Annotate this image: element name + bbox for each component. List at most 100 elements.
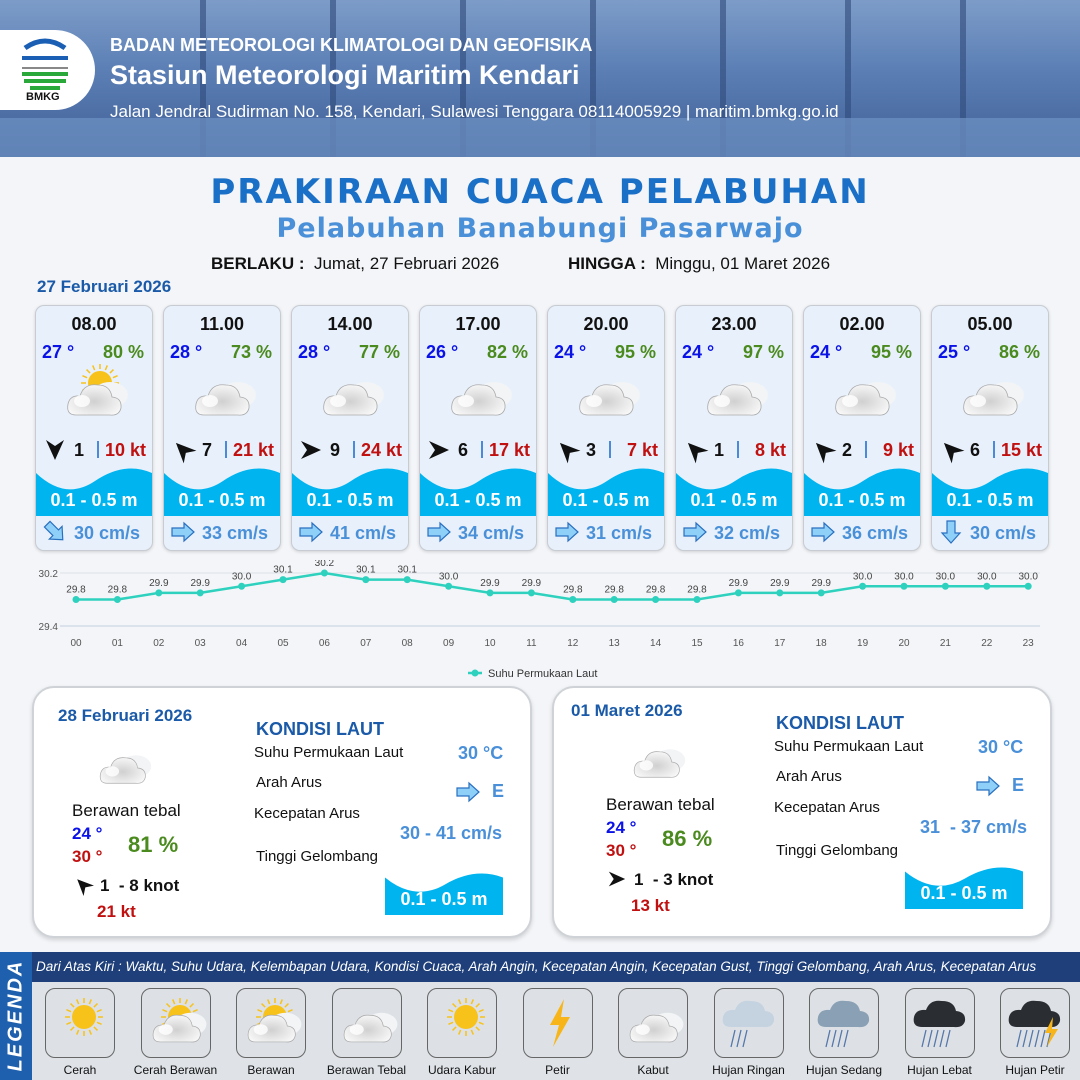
udara-kabur-icon bbox=[430, 997, 496, 1049]
berawan-tebal-icon bbox=[630, 740, 688, 784]
wave-height: 0.1 - 0.5 m bbox=[306, 490, 394, 510]
wind-speed: 3 bbox=[586, 440, 597, 460]
air-temperature: 28 ° bbox=[298, 342, 331, 362]
data-label: 29.9 bbox=[811, 578, 831, 589]
divider bbox=[865, 441, 867, 458]
data-label: 30.0 bbox=[853, 571, 873, 582]
wind-direction-icon bbox=[608, 870, 626, 893]
data-point bbox=[983, 582, 991, 590]
wind-direction-icon bbox=[940, 439, 965, 464]
page-title: PRAKIRAAN CUACA PELABUHAN bbox=[210, 172, 870, 212]
x-tick-label: 01 bbox=[112, 638, 124, 649]
wind-speed: 1 bbox=[74, 440, 85, 460]
data-point bbox=[445, 582, 453, 590]
wind-direction-icon bbox=[74, 876, 94, 899]
daily-panel: 28 Februari 2026 Berawan tebal 24 ° 30 °… bbox=[32, 686, 532, 938]
legend-item bbox=[713, 988, 784, 1058]
valid-from-date: Jumat, 27 Februari 2026 bbox=[313, 254, 500, 273]
data-label: 29.9 bbox=[149, 578, 169, 589]
kabut-icon bbox=[621, 997, 687, 1049]
legend-label: Hujan Petir bbox=[1005, 1063, 1065, 1077]
series-line bbox=[76, 571, 1029, 601]
gust-speed: 13 kt bbox=[631, 896, 670, 915]
air-temperature: 26 ° bbox=[426, 342, 459, 362]
data-point bbox=[693, 596, 701, 603]
divider bbox=[353, 441, 355, 458]
data-label: 30.0 bbox=[232, 571, 252, 582]
wind-direction-icon bbox=[172, 439, 197, 464]
wind-row: 7 21 kt bbox=[168, 439, 276, 464]
data-point bbox=[652, 596, 660, 603]
wind-direction-icon bbox=[428, 439, 450, 461]
port-name: Pelabuhan Banabungi Pasarwajo bbox=[276, 213, 804, 244]
forecast-card: 17.00 26 ° 82 % 6 17 kt 0.1 - 0.5 m 34 c… bbox=[419, 305, 537, 551]
wind-direction-icon bbox=[556, 439, 581, 464]
berawan-tebal-icon bbox=[96, 746, 154, 790]
current-speed-label: Kecepatan Arus bbox=[774, 799, 880, 816]
berawan-tebal-icon bbox=[960, 371, 1026, 423]
x-tick-label: 05 bbox=[277, 638, 289, 649]
current-speed: 30 cm/s bbox=[970, 523, 1037, 543]
berawan-tebal-icon bbox=[448, 371, 514, 423]
data-point bbox=[776, 589, 784, 597]
legend-item bbox=[140, 988, 211, 1058]
sea-condition-title: KONDISI LAUT bbox=[776, 713, 904, 733]
wave-icon bbox=[164, 461, 280, 516]
hujan-sedang-icon bbox=[812, 997, 878, 1049]
sst-value: 30 °C bbox=[978, 737, 1024, 757]
temp-min: 24 ° bbox=[72, 824, 103, 843]
wave-height: 0.1 - 0.5 m bbox=[690, 490, 778, 510]
current-speed: 31 cm/s bbox=[586, 523, 653, 543]
humidity: 95 % bbox=[870, 342, 912, 362]
data-label: 30.0 bbox=[977, 571, 997, 582]
legend-description: Dari Atas Kiri : Waktu, Suhu Udara, Kele… bbox=[32, 952, 1080, 982]
wave-height: 0.1 - 0.5 m bbox=[920, 883, 1008, 903]
x-tick-label: 14 bbox=[650, 638, 662, 649]
legend-label: Cerah Berawan bbox=[133, 1063, 218, 1077]
x-tick-label: 19 bbox=[857, 638, 869, 649]
divider bbox=[481, 441, 483, 458]
current-direction-icon bbox=[298, 521, 324, 543]
data-label: 29.8 bbox=[66, 585, 86, 596]
wave-label: Tinggi Gelombang bbox=[776, 842, 899, 859]
data-label: 30.1 bbox=[397, 565, 417, 576]
wind-direction-icon bbox=[44, 439, 66, 461]
petir-icon bbox=[526, 997, 592, 1049]
divider bbox=[225, 441, 227, 458]
humidity: 97 % bbox=[742, 342, 784, 362]
valid-to-label: HINGGA : bbox=[568, 254, 646, 273]
y-tick-label: 29.4 bbox=[39, 622, 59, 633]
current-dir-label: Arah Arus bbox=[776, 768, 842, 785]
data-label: 30.1 bbox=[273, 565, 293, 576]
current-direction-icon bbox=[426, 521, 452, 543]
wind-speed: 9 bbox=[330, 440, 341, 460]
data-point bbox=[320, 569, 328, 577]
legend-label: Hujan Lebat bbox=[907, 1063, 972, 1077]
data-point bbox=[1024, 582, 1032, 590]
data-label: 29.8 bbox=[108, 585, 128, 596]
wind-direction-icon bbox=[812, 439, 837, 464]
current-speed: 34 cm/s bbox=[458, 523, 525, 543]
org-name: BADAN METEOROLOGI KLIMATOLOGI DAN GEOFIS… bbox=[110, 35, 593, 55]
data-label: 29.9 bbox=[190, 578, 210, 589]
data-point bbox=[900, 582, 908, 590]
forecast-card: 05.00 25 ° 86 % 6 15 kt 0.1 - 0.5 m 30 c… bbox=[931, 305, 1049, 551]
x-tick-label: 20 bbox=[898, 638, 910, 649]
x-tick-label: 04 bbox=[236, 638, 248, 649]
legend-label: Cerah bbox=[63, 1063, 97, 1077]
current-speed-label: Kecepatan Arus bbox=[254, 805, 360, 822]
data-label: 30.2 bbox=[315, 560, 335, 569]
air-temperature: 24 ° bbox=[554, 342, 587, 362]
gust-speed: 21 kt bbox=[232, 440, 274, 460]
wind-speed: 6 bbox=[970, 440, 981, 460]
wave-height: 0.1 - 0.5 m bbox=[434, 490, 522, 510]
daily-panel: 01 Maret 2026 Berawan tebal 24 ° 30 ° 86… bbox=[552, 686, 1052, 938]
wave-height: 0.1 - 0.5 m bbox=[50, 490, 138, 510]
wave-icon bbox=[548, 461, 664, 516]
cerah-berawan-icon bbox=[144, 997, 210, 1049]
berawan-tebal-icon bbox=[335, 997, 401, 1049]
gust-speed: 15 kt bbox=[1000, 440, 1042, 460]
legend-side: LEGENDA bbox=[0, 952, 32, 1080]
current-speed-range: 30 - 41 cm/s bbox=[400, 823, 503, 843]
station-name: Stasiun Meteorologi Maritim Kendari bbox=[110, 60, 580, 90]
